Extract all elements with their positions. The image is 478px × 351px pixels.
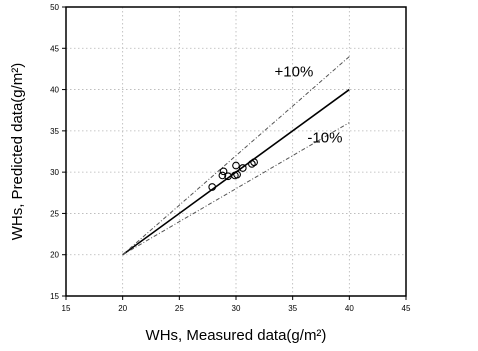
y-tick-label: 20: [50, 251, 59, 260]
tolerance-label: +10%: [275, 63, 314, 80]
grid-lines: [66, 7, 406, 296]
data-point: [248, 160, 256, 168]
y-tick-label: 35: [50, 127, 59, 136]
y-tick-label: 30: [50, 168, 59, 177]
data-points: [208, 158, 258, 191]
x-tick-label: 45: [402, 304, 411, 313]
y-tick-label: 15: [50, 292, 59, 301]
x-tick-label: 25: [175, 304, 184, 313]
x-tick-label: 20: [118, 304, 127, 313]
tolerance-line: [122, 122, 350, 256]
data-point: [238, 164, 247, 172]
data-point: [232, 161, 240, 170]
tolerance-line: [122, 56, 350, 256]
y-tick-label: 50: [50, 3, 59, 12]
x-tick-label: 15: [62, 304, 71, 313]
data-point: [208, 183, 217, 191]
x-tick-label: 30: [232, 304, 241, 313]
tolerance-label: -10%: [307, 129, 342, 146]
y-tick-label: 40: [50, 86, 59, 95]
x-axis-title: WHs, Measured data(g/m²): [146, 327, 327, 344]
y-axis-title: WHs, Predicted data(g/m²): [9, 63, 26, 241]
x-tick-label: 40: [345, 304, 354, 313]
x-tick-label: 35: [288, 304, 297, 313]
data-point: [219, 167, 228, 176]
data-point: [218, 171, 227, 180]
data-point: [233, 170, 241, 179]
y-tick-label: 45: [50, 44, 59, 53]
data-point: [250, 158, 258, 167]
axis-ticks: 15 20 25 30 35 40 45 15 20 25 30 35 40 45 50: [50, 3, 411, 313]
annotations: +10% -10%: [275, 63, 343, 146]
y-tick-label: 25: [50, 209, 59, 218]
